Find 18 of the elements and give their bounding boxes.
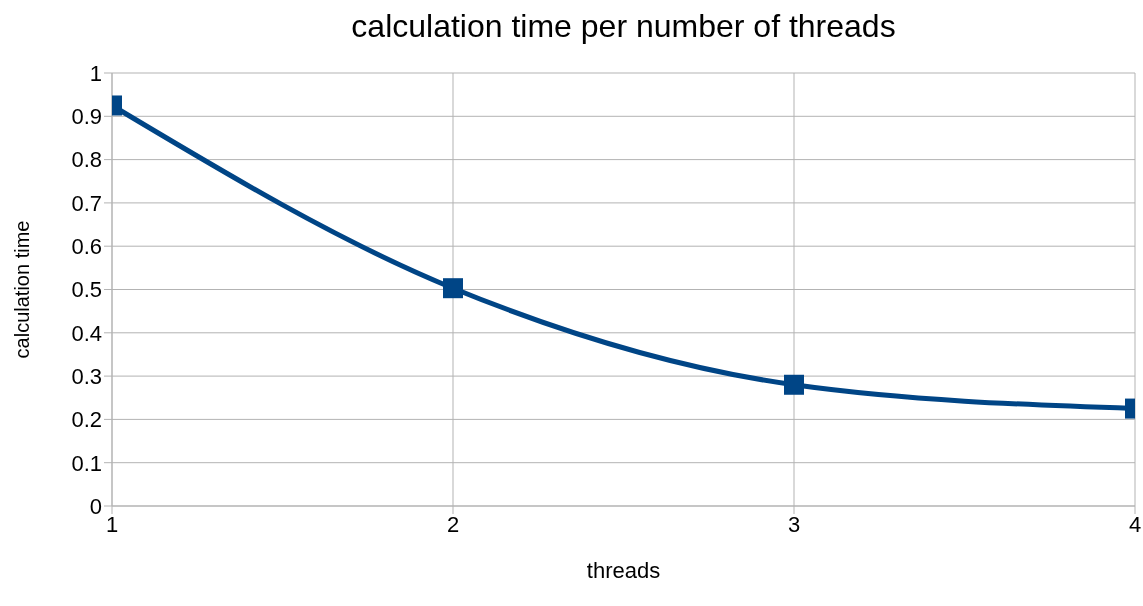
y-tick-label: 0 <box>89 493 102 519</box>
chart-title: calculation time per number of threads <box>350 8 897 45</box>
y-tick-label: 0.7 <box>71 190 102 216</box>
y-tick-label: 0.9 <box>71 104 102 130</box>
y-tick-label: 0.4 <box>71 320 102 346</box>
x-tick-label: 2 <box>446 511 460 537</box>
y-tick-label: 0.1 <box>71 450 102 476</box>
y-tick-label: 0.2 <box>71 407 102 433</box>
y-tick-label: 0.6 <box>71 234 102 260</box>
y-tick-label: 0.3 <box>71 363 102 389</box>
x-axis-title: threads <box>586 558 661 583</box>
x-tick-label: 3 <box>787 511 801 537</box>
y-tick-label: 1 <box>89 60 102 86</box>
x-tick-label: 1 <box>105 511 119 537</box>
y-axis-title: calculation time <box>11 220 34 359</box>
y-tick-label: 0.5 <box>71 277 102 303</box>
y-tick-label: 0.8 <box>71 147 102 173</box>
x-tick-label: 4 <box>1128 511 1142 537</box>
